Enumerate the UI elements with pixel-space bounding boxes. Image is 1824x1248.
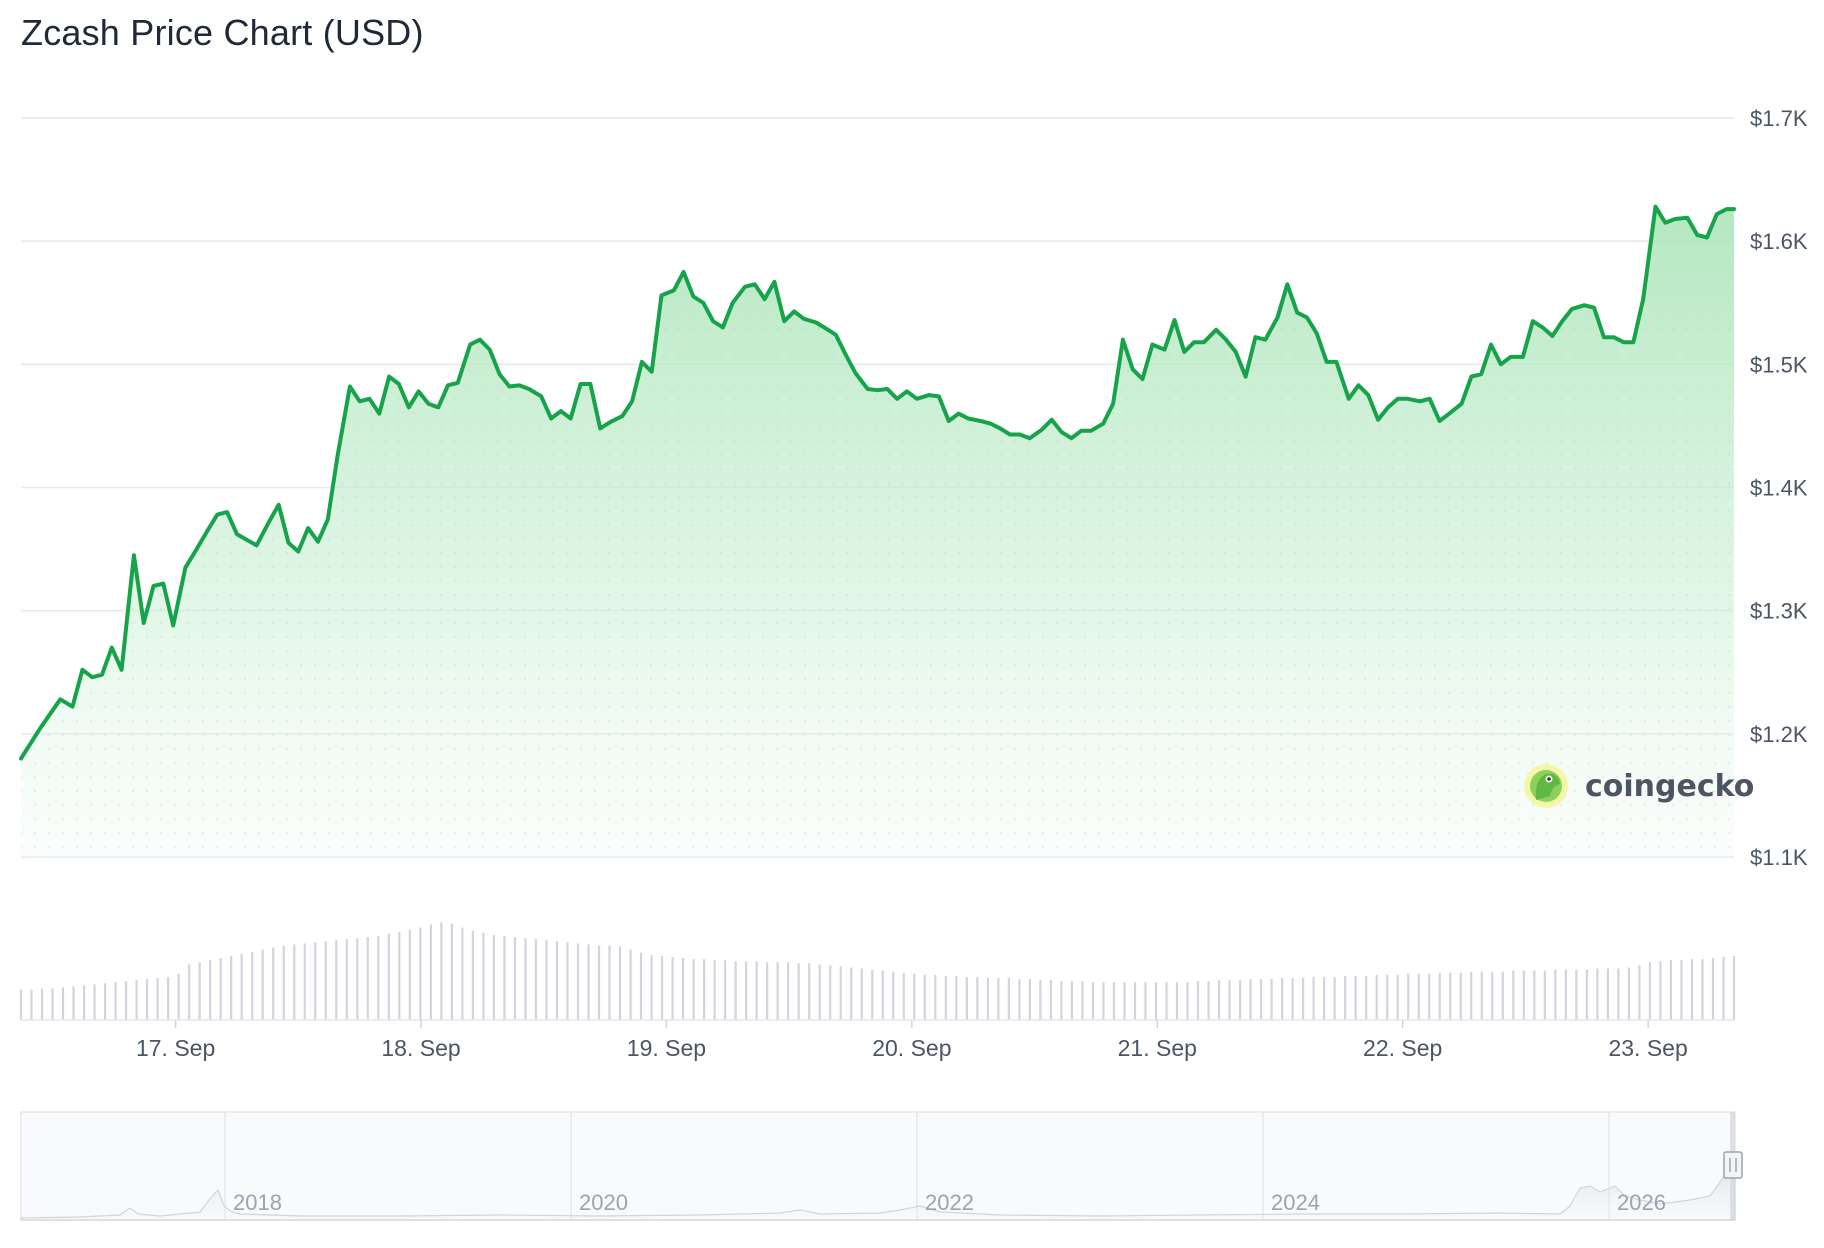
y-tick-label: $1.7K [1750, 106, 1808, 131]
y-tick-label: $1.5K [1750, 352, 1808, 377]
price-line [19, 204, 1736, 761]
navigator-tick-label: 2024 [1271, 1190, 1320, 1215]
y-tick-label: $1.6K [1750, 229, 1808, 254]
y-axis-labels: $1.7K $1.6K $1.5K $1.4K $1.3K $1.2K $1.1K [1750, 106, 1808, 870]
x-axis-labels: 17. Sep 18. Sep 19. Sep 20. Sep 21. Sep 22. S… [136, 1020, 1688, 1061]
y-tick-label: $1.3K [1750, 599, 1808, 624]
x-tick-label: 21. Sep [1118, 1035, 1197, 1061]
price-area-fill [21, 206, 1734, 857]
chart-title: Zcash Price Chart (USD) [21, 12, 424, 53]
x-tick-label: 17. Sep [136, 1035, 215, 1061]
navigator-tick-label: 2026 [1617, 1190, 1666, 1215]
price-area-layer [19, 204, 1736, 857]
gecko-logo-icon [1524, 764, 1568, 808]
coingecko-watermark: coingecko [1524, 764, 1754, 808]
y-tick-label: $1.1K [1750, 845, 1808, 870]
navigator-handle[interactable] [1723, 1151, 1743, 1179]
watermark-text: coingecko [1585, 769, 1754, 804]
range-navigator[interactable]: 2018 2020 2022 2024 2026 [20, 1111, 1743, 1221]
x-tick-label: 20. Sep [872, 1035, 951, 1061]
navigator-tick-label: 2022 [925, 1190, 974, 1215]
volume-bars [19, 922, 1736, 1021]
y-tick-label: $1.4K [1750, 476, 1808, 501]
navigator-series [20, 1167, 1736, 1221]
x-tick-label: 23. Sep [1608, 1035, 1687, 1061]
y-tick-label: $1.2K [1750, 722, 1808, 747]
x-tick-label: 19. Sep [627, 1035, 706, 1061]
x-tick-label: 22. Sep [1363, 1035, 1442, 1061]
x-tick-label: 18. Sep [381, 1035, 460, 1061]
navigator-tick-label: 2018 [233, 1190, 282, 1215]
navigator-tick-label: 2020 [579, 1190, 628, 1215]
